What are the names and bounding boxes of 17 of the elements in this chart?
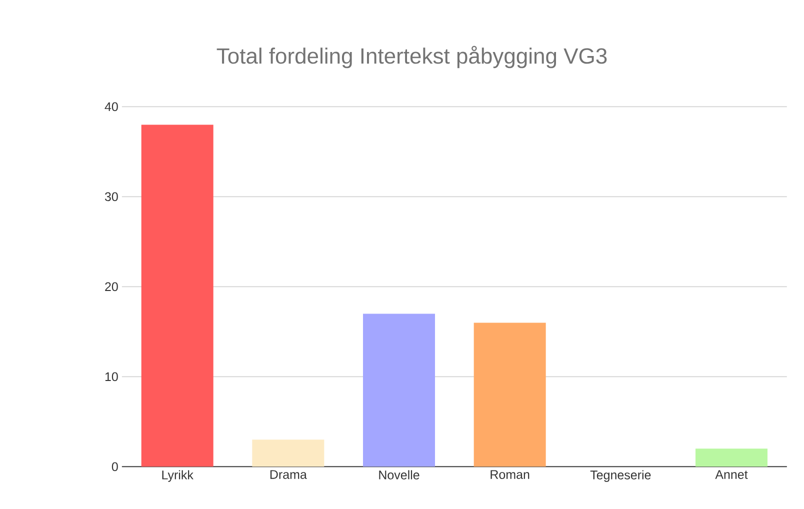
y-tick-label: 40 bbox=[104, 102, 118, 112]
x-tick-label: Lyrikk bbox=[162, 470, 194, 482]
x-tick-label: Drama bbox=[270, 470, 307, 479]
y-tick-label: 10 bbox=[105, 372, 118, 382]
bar bbox=[695, 448, 768, 467]
x-tick-label: Roman bbox=[490, 470, 530, 479]
bar bbox=[141, 124, 214, 467]
bar bbox=[252, 440, 324, 467]
x-tick-label: Annet bbox=[715, 470, 748, 479]
y-tick-label: 0 bbox=[112, 462, 118, 472]
y-tick-label: 30 bbox=[104, 192, 118, 202]
bar bbox=[474, 322, 546, 467]
x-tick-label: Novelle bbox=[379, 470, 420, 480]
x-tick-label: Tegneserie bbox=[590, 470, 651, 482]
bar bbox=[363, 314, 435, 467]
y-tick-label: 20 bbox=[105, 282, 118, 292]
chart-title: Total fordeling Intertekst påbygging VG3 bbox=[216, 46, 607, 68]
